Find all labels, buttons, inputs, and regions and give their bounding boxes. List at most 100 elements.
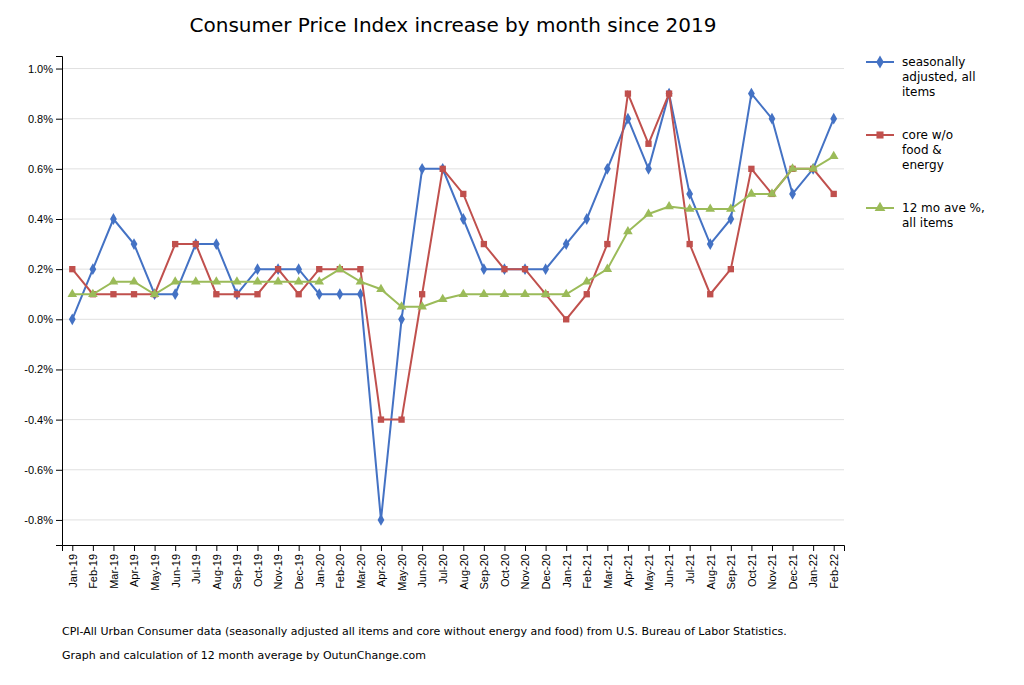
data-point [131,291,137,297]
plot: -0.8%-0.6%-0.4%-0.2%0.0%0.2%0.4%0.6%0.8%… [24,57,844,591]
data-point [460,213,467,225]
data-point [707,238,714,250]
footnote: CPI-All Urban Consumer data (seasonally … [62,625,787,638]
data-point [316,288,323,300]
x-tick: Sep-20 [478,545,490,589]
x-tick: Mar-21 [602,545,614,589]
data-point [604,163,611,175]
x-tick-label: Feb-19 [87,554,99,589]
data-point [789,188,796,200]
y-tick-mark [56,219,62,220]
x-tick-label: Jan-21 [561,554,573,588]
data-point [129,276,139,284]
data-point [727,213,734,225]
grid-line [62,469,844,470]
x-tick-mark [463,545,464,551]
y-tick-mark [56,369,62,370]
x-tick-label: Feb-22 [828,554,840,589]
data-point [520,289,530,297]
data-point [829,151,839,159]
x-tick: Jan-19 [67,545,79,588]
x-tick-label: Jun-19 [170,554,182,588]
x-tick: Jan-20 [314,545,326,588]
x-tick-mark [525,545,526,551]
data-point [193,241,199,247]
x-tick-label: Apr-21 [622,554,634,587]
data-point [440,166,446,172]
x-tick-label: Oct-19 [252,554,264,587]
x-tick: Aug-21 [705,545,717,589]
data-point [767,188,777,196]
data-point [728,266,734,272]
y-tick-mark [56,169,62,170]
data-point [748,88,755,100]
x-tick: Feb-22 [828,545,840,589]
grid-line [62,519,844,520]
x-tick-label: Apr-20 [375,554,387,587]
x-tick: May-19 [149,545,161,591]
data-point [378,514,385,526]
x-tick-label: May-20 [396,554,408,591]
chart: -0.8%-0.6%-0.4%-0.2%0.0%0.2%0.4%0.6%0.8%… [0,0,1024,685]
y-tick-label: -0.6% [24,464,53,476]
data-point [110,291,116,297]
legend-label: 12 mo ave %,all items [902,201,985,230]
x-tick-mark [381,545,382,551]
x-tick-label: Nov-21 [766,554,778,589]
x-tick-mark [134,545,135,551]
x-tick-mark [196,545,197,551]
data-point [604,241,610,247]
data-point [253,276,263,284]
y-axis: -0.8%-0.6%-0.4%-0.2%0.0%0.2%0.4%0.6%0.8%… [24,57,62,546]
data-point [376,284,386,292]
data-point [398,416,404,422]
x-tick-label: Sep-21 [725,554,737,589]
x-tick: May-20 [396,545,408,591]
x-tick: Aug-19 [211,545,223,589]
x-tick-mark [340,545,341,551]
y-tick: -0.6% [24,464,62,476]
data-point [645,141,651,147]
data-point [419,163,426,175]
grid-line [62,68,844,69]
x-tick-label: Jul-19 [190,554,202,584]
y-tick-label: 0.4% [28,213,53,225]
data-point [830,113,837,125]
y-axis-line [56,57,63,546]
data-point [295,263,302,275]
x-tick-label: Jun-21 [663,554,675,588]
series [67,151,838,310]
data-point [686,241,692,247]
x-tick: Aug-20 [458,545,470,589]
data-point [191,276,201,284]
x-tick-label: Dec-21 [787,554,799,589]
x-tick-label: Jul-21 [684,554,696,584]
y-tick-label: 0.0% [28,313,53,325]
x-tick-mark [175,545,176,551]
legend-item: seasonallyadjusted, allitems [866,55,976,99]
data-point [417,301,427,309]
x-tick-label: May-21 [643,554,655,591]
series-line [72,156,833,306]
y-tick-mark [56,319,62,320]
x-tick: Jul-19 [190,545,202,584]
marks [67,88,838,526]
data-point [625,90,631,96]
x-tick: Feb-19 [87,545,99,589]
grid-line [62,168,844,169]
x-tick: Oct-19 [252,545,264,587]
x-tick-label: Nov-19 [272,554,284,589]
grid-line [62,118,844,119]
y-tick: -0.8% [24,514,62,526]
legend-label-line: adjusted, all [902,70,976,84]
legend-label: seasonallyadjusted, allitems [902,55,976,99]
data-point [314,276,324,284]
y-tick-mark [56,119,62,120]
x-tick-mark [113,545,114,551]
x-tick-mark [319,545,320,551]
y-tick: 0.6% [28,163,62,175]
x-tick-mark [402,545,403,551]
x-tick-mark [710,545,711,551]
x-tick: Mar-20 [355,545,367,589]
y-tick: 0.8% [28,113,62,125]
